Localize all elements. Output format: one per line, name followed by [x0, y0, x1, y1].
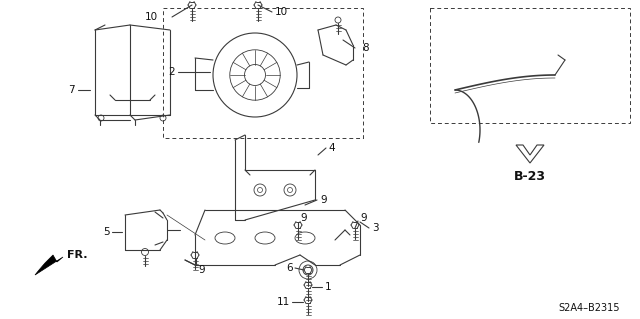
Text: 6: 6	[286, 263, 293, 273]
Polygon shape	[35, 255, 63, 275]
Text: 4: 4	[328, 143, 335, 153]
Text: 9: 9	[300, 213, 307, 223]
Text: B-23: B-23	[514, 170, 546, 183]
Text: S2A4–B2315: S2A4–B2315	[559, 303, 620, 313]
Text: 7: 7	[68, 85, 75, 95]
Bar	[430, 8, 630, 123]
Text: 9: 9	[198, 265, 205, 275]
Text: 10: 10	[145, 12, 158, 22]
Text: 3: 3	[372, 223, 379, 233]
Text: 9: 9	[320, 195, 326, 205]
Text: 11: 11	[276, 297, 290, 307]
Polygon shape	[516, 145, 544, 163]
Text: 8: 8	[362, 43, 369, 53]
Text: 1: 1	[325, 282, 332, 292]
Bar	[163, 8, 363, 138]
Text: 5: 5	[104, 227, 110, 237]
Text: 2: 2	[168, 67, 175, 77]
Text: 10: 10	[275, 7, 288, 17]
Text: 9: 9	[360, 213, 367, 223]
Text: FR.: FR.	[67, 250, 88, 260]
